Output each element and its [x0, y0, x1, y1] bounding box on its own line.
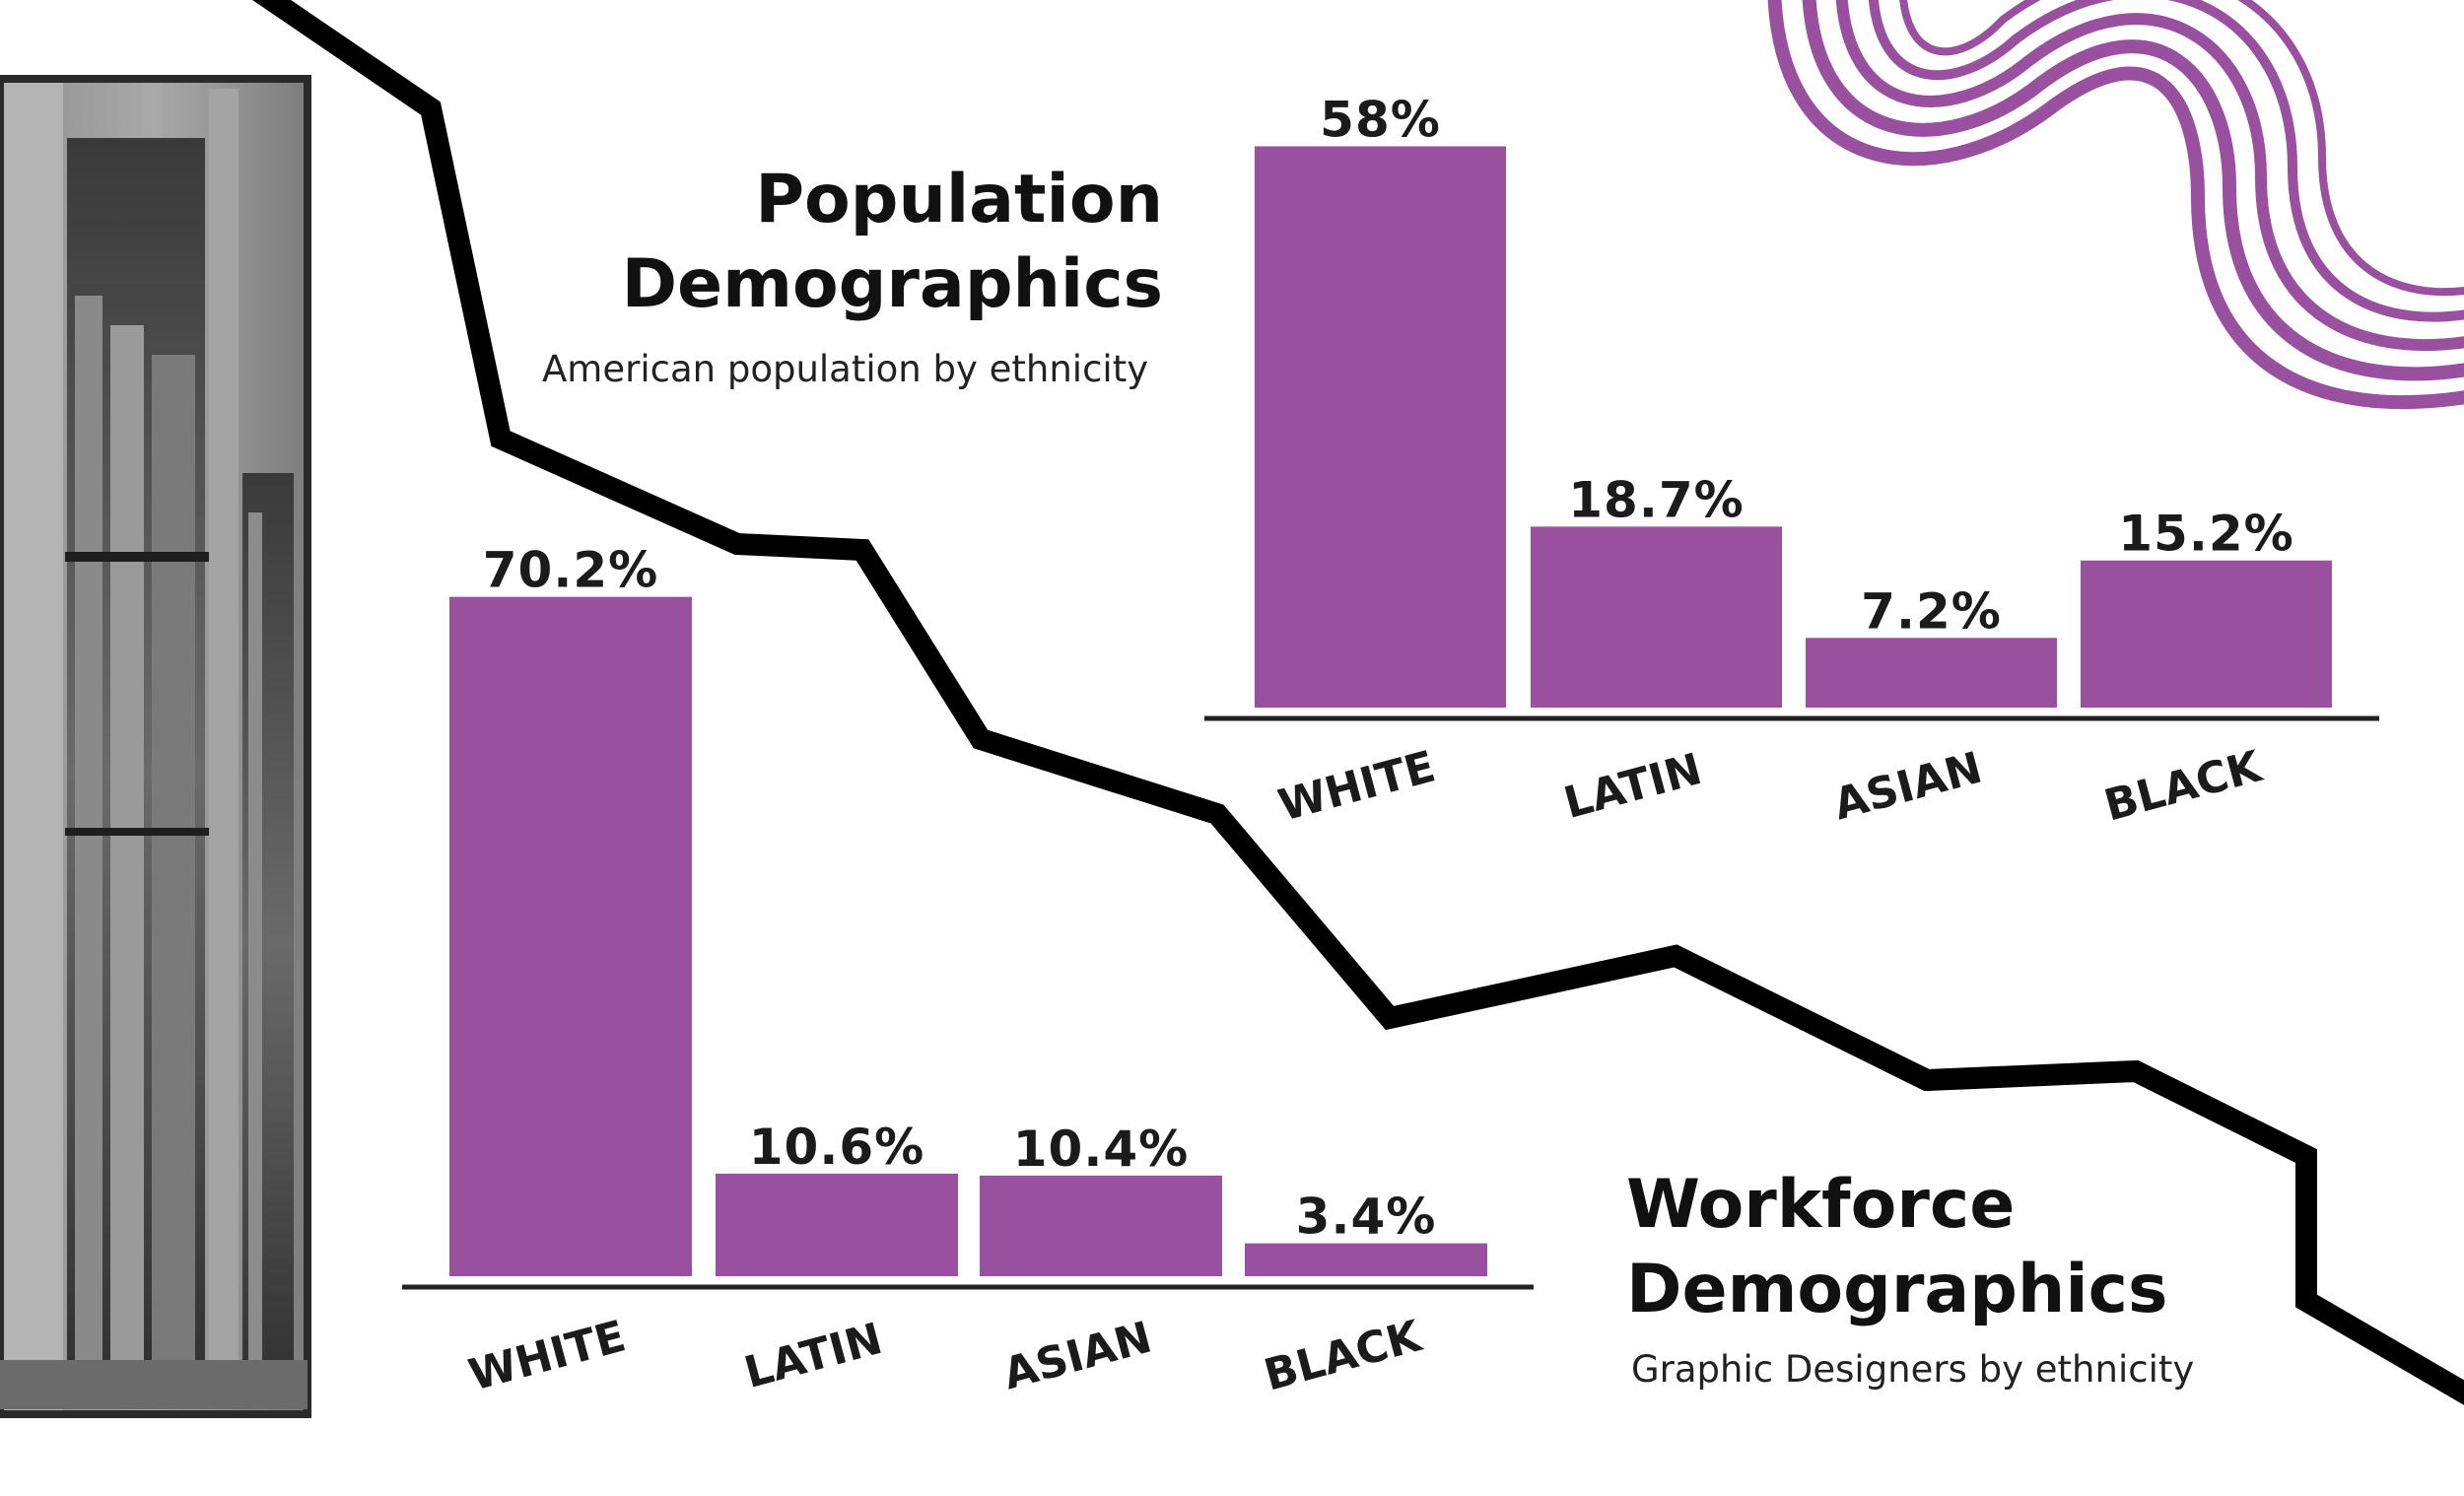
workforce-value-label: 70.2%: [483, 542, 658, 599]
population-bar-latin: [1531, 526, 1782, 708]
population-value-label: 7.2%: [1861, 582, 2002, 640]
workforce-category-label: LATIN: [739, 1314, 887, 1398]
workforce-category-label: WHITE: [463, 1311, 630, 1400]
workforce-value-label: 10.6%: [749, 1119, 924, 1176]
purple-swirl-ornament: [1767, 0, 2464, 410]
population-bar-white: [1255, 146, 1506, 708]
building-photo: [0, 75, 311, 1418]
population-bar-black: [2081, 560, 2332, 708]
workforce-bar-chart: 70.2% WHITE 10.6% LATIN 10.4% ASIAN 3.4% BLACK: [402, 542, 1534, 1401]
population-chart-subtitle: American population by ethnicity: [542, 348, 1149, 390]
population-value-label: 15.2%: [2118, 506, 2293, 563]
workforce-bar-white: [449, 596, 692, 1276]
population-value-label: 58%: [1320, 91, 1441, 148]
population-category-label: ASIAN: [1828, 743, 1987, 831]
population-bar-asian: [1806, 638, 2057, 708]
workforce-bar-latin: [716, 1173, 958, 1276]
population-value-label: 18.7%: [1568, 471, 1744, 528]
workforce-category-label: BLACK: [1259, 1311, 1428, 1401]
population-category-label: LATIN: [1559, 744, 1707, 829]
workforce-value-label: 3.4%: [1296, 1189, 1437, 1246]
workforce-category-label: ASIAN: [998, 1313, 1157, 1400]
population-category-label: WHITE: [1273, 741, 1440, 831]
decorative-trend-line: [252, 0, 2464, 1405]
workforce-value-label: 10.4%: [1013, 1121, 1189, 1178]
workforce-chart-title: Workforce Demographics: [1626, 1166, 2168, 1328]
workforce-bar-black: [1245, 1243, 1487, 1276]
workforce-chart-subtitle: Graphic Designers by ethnicity: [1631, 1348, 2195, 1391]
population-category-label: BLACK: [2099, 741, 2269, 832]
workforce-bar-asian: [980, 1175, 1222, 1276]
population-chart-title: Population Demographics: [621, 161, 1163, 323]
